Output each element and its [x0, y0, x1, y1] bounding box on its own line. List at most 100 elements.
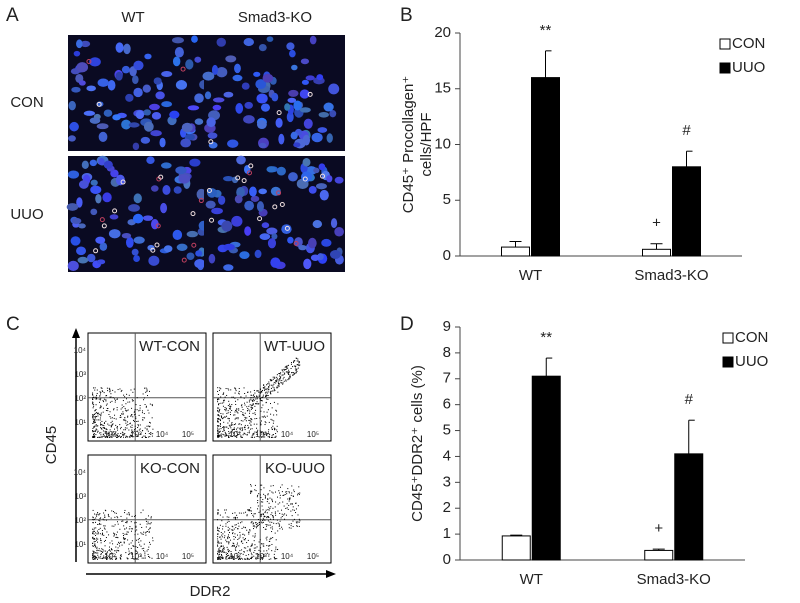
event-dot: [264, 424, 266, 426]
event-dot: [125, 521, 127, 523]
event-dot: [239, 423, 241, 425]
event-dot: [238, 423, 240, 425]
event-dot: [96, 549, 98, 551]
event-dot: [238, 512, 240, 514]
event-dot: [103, 534, 105, 536]
event-dot: [261, 400, 263, 402]
event-dot: [220, 402, 222, 404]
stained-cell: [180, 66, 186, 72]
event-dot: [295, 372, 297, 374]
event-dot: [92, 522, 94, 524]
event-dot: [250, 394, 252, 396]
event-dot: [248, 419, 250, 421]
event-dot: [291, 372, 293, 374]
event-dot: [127, 421, 129, 423]
event-dot: [247, 424, 249, 426]
event-dot: [219, 389, 221, 391]
event-dot: [234, 533, 236, 535]
x-tick-label: 10⁵: [307, 430, 319, 439]
event-dot: [282, 374, 284, 376]
event-dot: [292, 526, 294, 528]
event-dot: [227, 418, 229, 420]
event-dot: [109, 558, 111, 560]
event-dot: [250, 491, 252, 493]
event-dot: [111, 549, 113, 551]
event-dot: [101, 532, 103, 534]
event-dot: [100, 414, 102, 416]
nucleus: [97, 78, 109, 87]
y-tick-label: 20: [434, 24, 451, 41]
event-dot: [99, 522, 101, 524]
nucleus: [73, 50, 81, 57]
event-dot: [228, 389, 230, 391]
event-dot: [98, 556, 100, 558]
event-dot: [297, 364, 299, 366]
nucleus: [231, 176, 239, 184]
event-dot: [134, 558, 136, 560]
event-dot: [135, 525, 137, 527]
event-dot: [111, 540, 113, 542]
nucleus: [258, 43, 267, 52]
event-dot: [99, 407, 101, 409]
event-dot: [92, 414, 94, 416]
event-dot: [270, 418, 272, 420]
event-dot: [149, 421, 151, 423]
event-dot: [253, 551, 255, 553]
event-dot: [277, 382, 279, 384]
nucleus: [132, 75, 139, 84]
event-dot: [219, 423, 221, 425]
event-dot: [119, 416, 121, 418]
x-tick-label: 10³: [255, 430, 267, 439]
event-dot: [298, 518, 300, 520]
nucleus: [83, 110, 96, 116]
nucleus: [298, 245, 307, 251]
event-dot: [242, 558, 244, 560]
event-dot: [250, 510, 252, 512]
nucleus: [319, 189, 329, 201]
event-dot: [98, 523, 100, 525]
event-dot: [290, 367, 292, 369]
event-dot: [96, 389, 98, 391]
event-dot: [128, 514, 130, 516]
event-dot: [271, 543, 273, 545]
event-dot: [99, 391, 101, 393]
event-dot: [226, 426, 228, 428]
event-dot: [259, 494, 261, 496]
event-dot: [296, 360, 298, 362]
event-dot: [116, 407, 118, 409]
event-dot: [279, 497, 281, 499]
event-dot: [241, 527, 243, 529]
nucleus: [169, 110, 180, 119]
event-dot: [114, 391, 116, 393]
event-dot: [281, 509, 283, 511]
event-dot: [260, 399, 262, 401]
event-dot: [247, 391, 249, 393]
event-dot: [263, 519, 265, 521]
event-dot: [294, 372, 296, 374]
event-dot: [250, 552, 252, 554]
event-dot: [130, 389, 132, 391]
event-dot: [233, 428, 235, 430]
event-dot: [121, 520, 123, 522]
event-dot: [223, 551, 225, 553]
event-dot: [95, 521, 97, 523]
event-dot: [260, 424, 262, 426]
x-tick-label: 10⁴: [156, 430, 169, 439]
nucleus: [212, 104, 222, 111]
event-dot: [283, 369, 285, 371]
event-dot: [97, 413, 99, 415]
nucleus: [234, 63, 241, 74]
event-dot: [230, 539, 232, 541]
event-dot: [255, 522, 257, 524]
event-dot: [111, 552, 113, 554]
event-dot: [134, 522, 136, 524]
event-dot: [144, 417, 146, 419]
event-dot: [149, 527, 151, 529]
event-dot: [117, 436, 119, 438]
event-dot: [277, 496, 279, 498]
nucleus: [232, 74, 243, 82]
event-dot: [272, 507, 274, 509]
event-dot: [217, 432, 219, 434]
stained-cell: [279, 202, 285, 208]
event-dot: [249, 549, 251, 551]
